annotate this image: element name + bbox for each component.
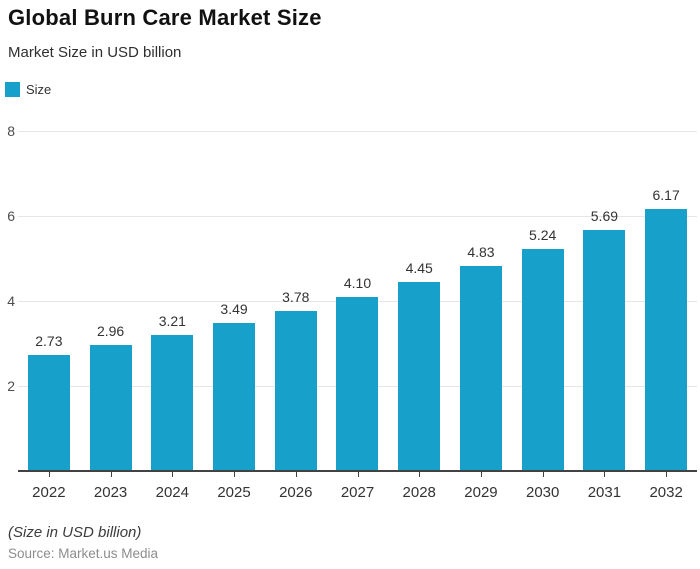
bar-value-label: 3.21	[158, 312, 186, 329]
bar-value-label: 4.45	[405, 260, 433, 277]
y-tick-label-4: 4	[7, 293, 15, 310]
bar-2031[interactable]	[583, 229, 626, 471]
x-tick-label-2028: 2028	[402, 484, 436, 501]
bar-slot: 6.17	[635, 120, 697, 471]
bar-slot: 4.45	[388, 120, 450, 471]
bar-slot: 4.83	[450, 120, 512, 471]
bar-value-label: 2.73	[35, 333, 63, 350]
x-axis-tick	[666, 471, 668, 477]
footnote: (Size in USD billion)	[8, 524, 142, 541]
bar-value-label: 3.49	[220, 300, 248, 317]
bar-slot: 5.69	[574, 120, 636, 471]
bar-2023[interactable]	[89, 345, 132, 471]
y-tick-label-2: 2	[7, 378, 15, 395]
x-axis-tick	[604, 471, 606, 477]
chart-title: Global Burn Care Market Size	[8, 5, 322, 30]
plot-area: 2.73 2.96 3.21 3.49 3.78 4.10 4.45 4.83 5.24 5.69…	[18, 120, 697, 472]
x-axis-tick	[542, 471, 544, 477]
y-tick-label-6: 6	[7, 208, 15, 225]
x-axis-tick	[357, 471, 359, 477]
bar-2026[interactable]	[274, 310, 317, 471]
bar-value-label: 5.24	[529, 226, 557, 243]
x-axis-tick	[419, 471, 421, 477]
legend-swatch-icon	[5, 82, 20, 97]
bar-slot: 5.24	[512, 120, 574, 471]
bar-2032[interactable]	[645, 209, 688, 471]
x-tick-label-2032: 2032	[649, 484, 683, 501]
x-tick-label-2026: 2026	[279, 484, 313, 501]
legend-label: Size	[26, 82, 52, 97]
bar-2028[interactable]	[398, 282, 441, 471]
bar-value-label: 2.96	[96, 323, 125, 340]
x-axis-tick	[234, 471, 236, 477]
bar-slot: 2.73	[18, 120, 80, 471]
gridline-6	[18, 216, 697, 218]
x-tick-label-2027: 2027	[340, 484, 375, 501]
x-tick-label-2030: 2030	[525, 484, 560, 501]
legend-item-size[interactable]: Size	[5, 82, 51, 97]
bar-value-label: 5.69	[590, 207, 619, 224]
x-tick-label-2023: 2023	[93, 484, 128, 501]
bar-slot: 4.10	[327, 120, 389, 471]
bar-2025[interactable]	[213, 322, 256, 471]
bar-value-label: 6.17	[652, 187, 680, 204]
bar-value-label: 3.78	[282, 288, 310, 305]
bar-2024[interactable]	[151, 334, 194, 471]
bar-2022[interactable]	[27, 355, 70, 471]
gridline-8	[18, 131, 697, 133]
x-tick-label-2024: 2024	[155, 484, 189, 501]
bar-slot: 3.21	[141, 120, 203, 471]
x-axis-tick	[110, 471, 112, 477]
bar-2029[interactable]	[459, 266, 502, 471]
bar-value-label: 4.10	[343, 275, 372, 291]
source-text: Source: Market.us Media	[8, 546, 159, 561]
chart-subtitle: Market Size in USD billion	[8, 44, 182, 61]
bar-2027[interactable]	[336, 297, 379, 471]
bar-2030[interactable]	[521, 248, 564, 471]
bar-value-label: 4.83	[467, 244, 495, 261]
bar-slot: 3.49	[203, 120, 265, 471]
x-axis-tick	[172, 471, 174, 477]
x-tick-label-2022: 2022	[32, 484, 66, 501]
y-tick-label-8: 8	[7, 123, 15, 140]
x-axis-tick	[295, 471, 297, 477]
x-tick-label-2025: 2025	[217, 484, 251, 501]
x-tick-label-2029: 2029	[464, 484, 498, 501]
x-axis-tick	[48, 471, 50, 477]
x-axis-tick	[480, 471, 482, 477]
bar-slot: 2.96	[80, 120, 142, 471]
bar-slot: 3.78	[265, 120, 327, 471]
x-tick-label-2031: 2031	[587, 484, 622, 501]
